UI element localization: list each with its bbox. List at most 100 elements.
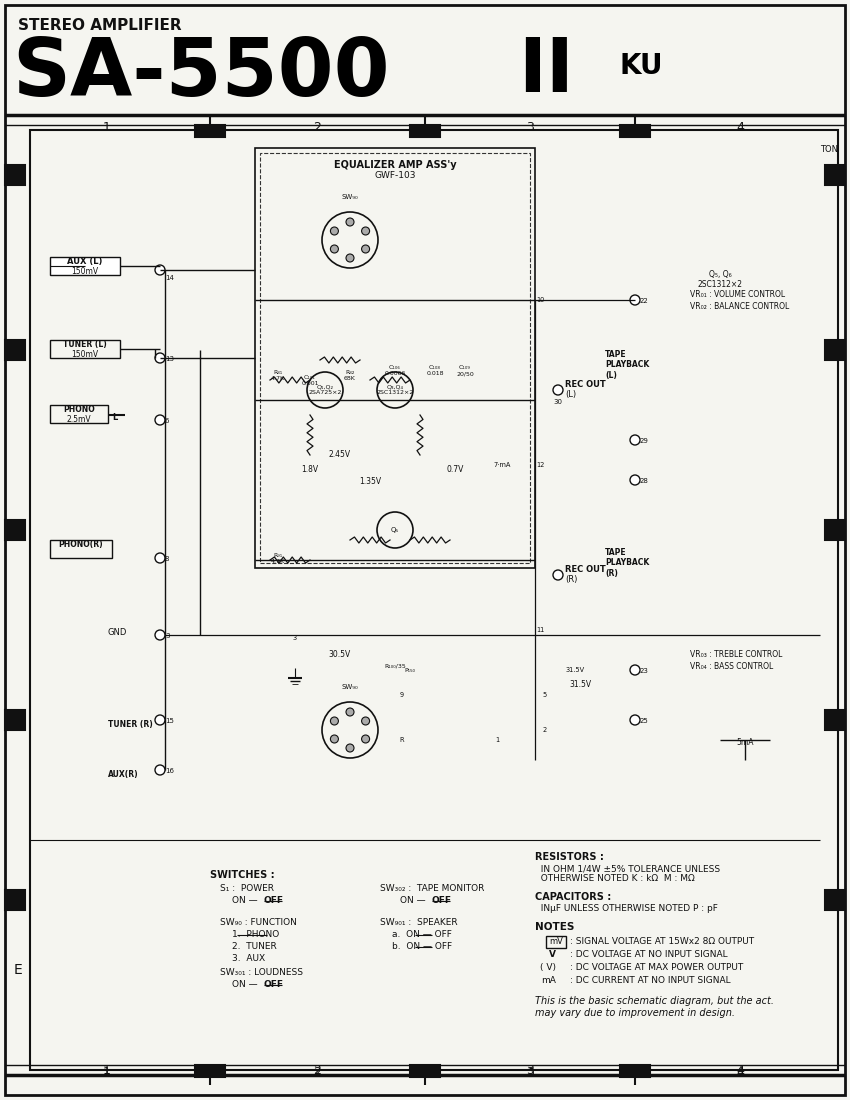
Text: R₉₁: R₉₁ [274,553,282,558]
Text: R₁₀₀/35: R₁₀₀/35 [384,663,405,668]
Text: 20/50: 20/50 [456,371,473,376]
Circle shape [361,245,370,253]
Bar [825,340,845,360]
Text: may vary due to improvement in design.: may vary due to improvement in design. [535,1008,735,1018]
Text: 1: 1 [103,1066,111,1079]
Text: SW₉₀: SW₉₀ [342,684,359,690]
Text: ON —: ON — [400,896,428,905]
Text: VR₀₄ : BASS CONTROL: VR₀₄ : BASS CONTROL [690,662,774,671]
Text: 14: 14 [165,275,174,280]
Bar [50,540,112,558]
Text: STEREO AMPLIFIER: STEREO AMPLIFIER [18,18,182,33]
Text: Q₅: Q₅ [391,527,399,534]
Text: SW₃₀₂ :  TAPE MONITOR: SW₃₀₂ : TAPE MONITOR [380,884,484,893]
Text: SWITCHES :: SWITCHES : [210,870,275,880]
Text: 2: 2 [313,1064,321,1077]
Text: 0.018: 0.018 [426,371,444,376]
Text: mV: mV [549,937,563,946]
Text: 68K: 68K [344,376,356,381]
Text: OFF: OFF [432,896,452,905]
Text: a.  ON — OFF: a. ON — OFF [392,930,452,939]
Bar [410,125,440,138]
Bar [5,165,25,185]
Text: SW₉₀ : FUNCTION: SW₉₀ : FUNCTION [220,918,297,927]
Text: 28: 28 [640,478,649,484]
Text: Q₃,Q₄
2SC1312×2: Q₃,Q₄ 2SC1312×2 [377,385,414,395]
Text: : DC VOLTAGE AT MAX POWER OUTPUT: : DC VOLTAGE AT MAX POWER OUTPUT [570,962,743,972]
Text: TUNER (R): TUNER (R) [108,720,153,729]
Text: 31.5V: 31.5V [565,667,585,673]
Text: 1: 1 [103,121,111,134]
Bar [50,340,120,358]
Text: 15: 15 [165,718,174,724]
Text: 3.  AUX: 3. AUX [232,954,265,962]
Text: NOTES: NOTES [535,922,575,932]
Text: 2.5mV: 2.5mV [66,415,91,424]
Text: R: R [400,737,405,742]
Text: TAPE
PLAYBACK
(L): TAPE PLAYBACK (L) [605,350,649,380]
Text: 0.001: 0.001 [301,381,319,386]
Text: 1.35V: 1.35V [359,477,381,486]
Text: 10: 10 [536,297,544,302]
Text: 150mV: 150mV [71,350,99,359]
Text: L: L [112,412,117,422]
Circle shape [630,295,640,305]
Text: E: E [14,893,23,907]
Bar [410,1065,440,1077]
Text: 2.45V: 2.45V [329,450,351,459]
Circle shape [361,227,370,235]
Text: 5: 5 [543,692,547,698]
Text: 1: 1 [495,737,499,742]
Text: 3: 3 [293,635,297,641]
Text: E: E [14,962,23,977]
Bar [5,340,25,360]
Text: 8: 8 [165,556,169,562]
Text: 0.0066: 0.0066 [384,371,405,376]
Text: VR₀₂ : BALANCE CONTROL: VR₀₂ : BALANCE CONTROL [690,302,790,311]
Text: INμF UNLESS OTHERWISE NOTED P : pF: INμF UNLESS OTHERWISE NOTED P : pF [535,904,718,913]
Text: GWF-103: GWF-103 [374,170,416,180]
Circle shape [346,218,354,226]
Text: C₁₀₆: C₁₀₆ [389,365,401,370]
Text: 4: 4 [736,1064,744,1077]
Text: b.  ON — OFF: b. ON — OFF [392,942,452,952]
Text: E: E [827,893,836,907]
Text: 4: 4 [736,121,744,134]
Circle shape [553,385,563,395]
Text: REC OUT: REC OUT [565,565,606,574]
Bar [825,710,845,730]
Text: C₁₀₈: C₁₀₈ [429,365,441,370]
Text: 30: 30 [553,399,563,405]
Bar [195,125,225,138]
Text: 1.  PHONO: 1. PHONO [232,930,280,939]
Text: 9: 9 [400,692,404,698]
Circle shape [155,715,165,725]
Text: IN OHM 1/4W ±5% TOLERANCE UNLESS: IN OHM 1/4W ±5% TOLERANCE UNLESS [535,864,720,873]
Text: RESISTORS :: RESISTORS : [535,852,604,862]
Text: 2.  TUNER: 2. TUNER [232,942,277,952]
Text: 22: 22 [640,298,649,304]
Text: ON —: ON — [232,896,260,905]
Text: SW₉₀: SW₉₀ [342,194,359,200]
Text: 2: 2 [313,121,321,134]
Bar [5,890,25,910]
Bar [620,1065,650,1077]
Circle shape [630,666,640,675]
Text: 6: 6 [165,418,169,424]
Text: GND: GND [108,628,128,637]
Text: A: A [826,168,836,182]
Text: PHONO(R): PHONO(R) [59,540,104,549]
Text: SW₉₀₁ :  SPEAKER: SW₉₀₁ : SPEAKER [380,918,457,927]
Text: 31.5V: 31.5V [569,680,591,689]
Text: 11: 11 [536,627,544,632]
Text: II: II [518,35,574,108]
Bar [260,153,530,563]
Circle shape [630,475,640,485]
Text: 3: 3 [526,121,534,134]
Text: V: V [548,950,556,959]
Text: (R): (R) [565,575,577,584]
Circle shape [155,764,165,776]
Circle shape [346,254,354,262]
Text: 3: 3 [526,1064,534,1077]
Text: REC OUT: REC OUT [565,379,606,389]
